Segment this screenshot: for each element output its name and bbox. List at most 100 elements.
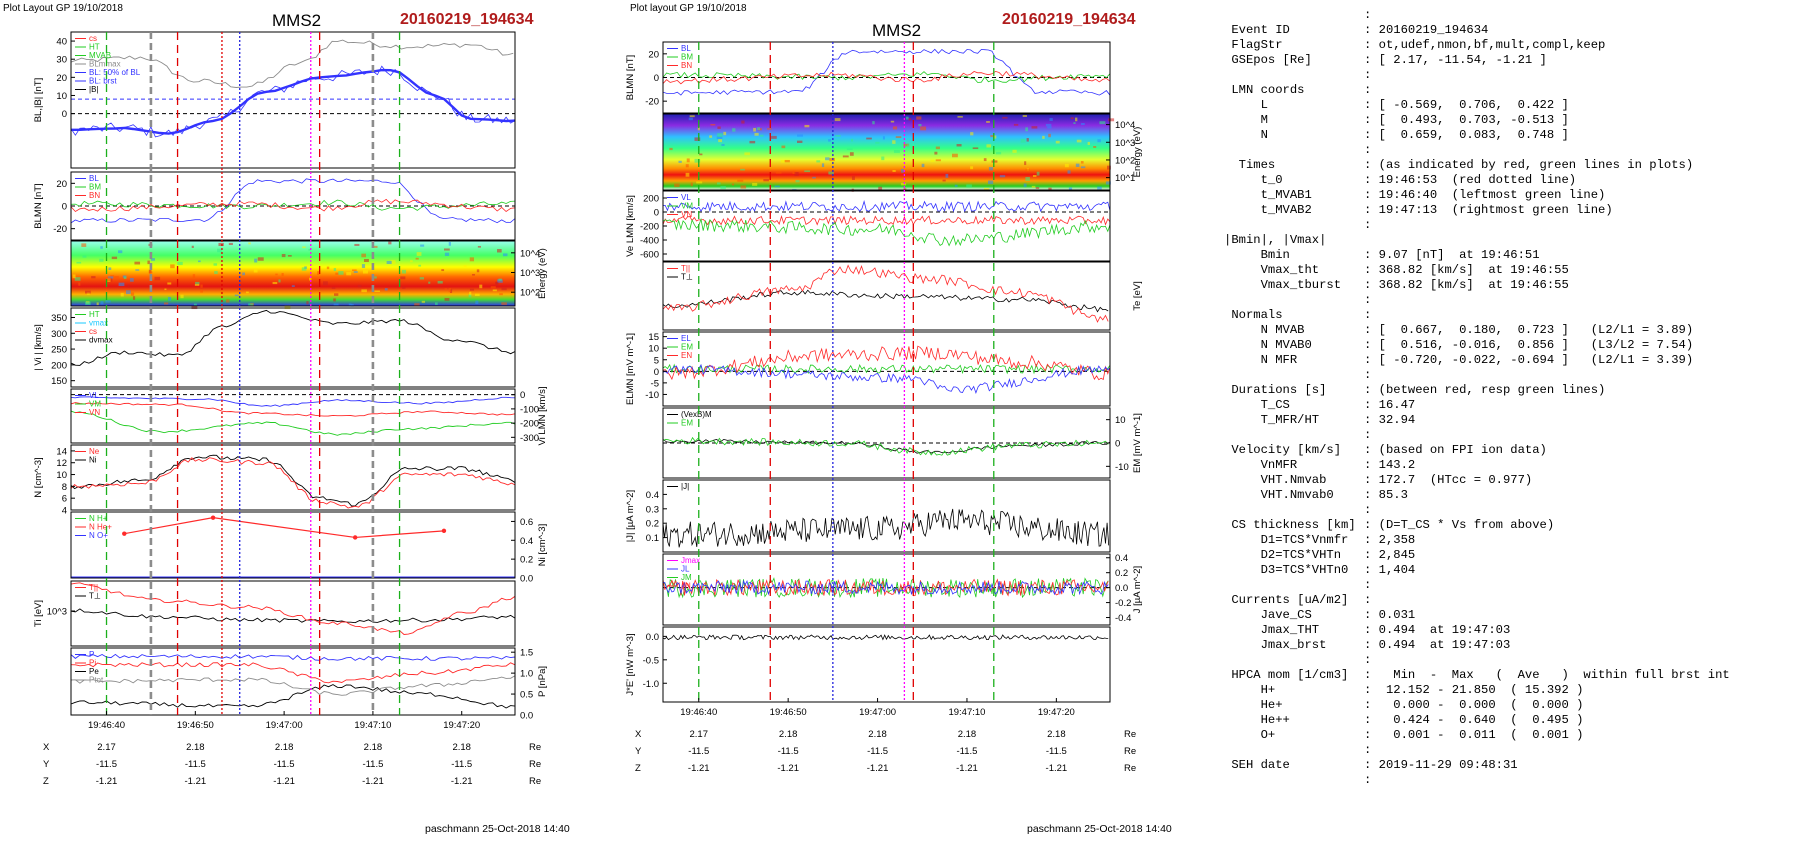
position-row-label: X: [43, 742, 50, 753]
spectrogram-speckle: [501, 287, 507, 291]
spectrogram-speckle: [472, 274, 475, 276]
y-tick-label: 12: [56, 458, 67, 469]
position-unit: Re: [529, 776, 541, 787]
summary-value: 368.82 [km/s] at 19:46:55: [1378, 278, 1569, 292]
spectrogram-speckle: [410, 260, 413, 263]
position-unit: Re: [1124, 763, 1136, 774]
summary-colon: :: [1364, 218, 1379, 232]
spectrogram-speckle: [287, 255, 292, 257]
spectrogram-speckle: [1035, 187, 1040, 189]
summary-colon: :: [1364, 458, 1379, 472]
spectrogram-speckle: [82, 255, 87, 258]
summary-value: 0.494 at 19:47:03: [1378, 638, 1511, 652]
summary-key: t_0: [1224, 173, 1283, 187]
line-en: [663, 345, 1110, 381]
spectrogram-speckle: [435, 302, 438, 305]
summary-value: 2,845: [1378, 548, 1416, 562]
spectrogram-speckle: [444, 248, 450, 251]
legend-entry: T⊥: [89, 592, 101, 601]
y-tick-label: 0.0: [646, 632, 659, 643]
spectrogram-speckle: [945, 173, 949, 178]
spectrogram-speckle: [686, 158, 690, 163]
y-tick-label: 200: [643, 194, 659, 205]
spectrogram-speckle: [390, 260, 396, 264]
spectrogram-speckle: [804, 170, 811, 173]
spectrogram-speckle: [118, 250, 123, 254]
spectrogram-speckle: [935, 146, 940, 150]
summary-colon: :: [1364, 278, 1379, 292]
spectrogram-speckle: [416, 252, 422, 256]
spectrogram-speckle: [781, 160, 785, 163]
position-value: -1.21: [956, 763, 978, 774]
spectrogram-speckle: [96, 302, 99, 306]
spectrogram-speckle: [91, 276, 96, 279]
summary-colon: :: [1364, 743, 1379, 757]
spectrogram-speckle: [685, 172, 690, 177]
spectrogram-speckle: [828, 139, 832, 142]
legend-entry: MVAB: [89, 51, 111, 60]
summary-row: VHT.Nmvab: 172.7 (HTcc = 0.977): [1224, 473, 1800, 488]
summary-key: D1=TCS*Vnmfr: [1224, 533, 1349, 547]
line-bl: [663, 48, 1110, 96]
summary-row: t_0: 19:46:53 (red dotted line): [1224, 173, 1800, 188]
spectrogram-speckle: [1064, 163, 1069, 168]
spectrogram-speckle: [123, 276, 127, 279]
spectrogram-speckle: [1026, 138, 1029, 142]
spectrogram-speckle: [954, 184, 958, 187]
spectrogram-speckle: [118, 282, 125, 287]
summary-colon: :: [1364, 473, 1379, 487]
spectrogram-speckle: [353, 271, 358, 273]
position-value: -1.21: [867, 763, 889, 774]
summary-row: HPCA mom [1/cm3]: Min - Max ( Ave ) with…: [1224, 668, 1800, 683]
position-value: 2.18: [1047, 729, 1066, 740]
spectrogram-speckle: [1087, 141, 1090, 145]
y-tick-label: 10^3: [520, 268, 540, 279]
spectrogram-speckle: [421, 300, 426, 303]
legend-entry: Ni: [89, 456, 97, 465]
summary-row: N MVAB: [ 0.667, 0.180, 0.723 ] (L2/L1 =…: [1224, 323, 1800, 338]
spectrogram-speckle: [352, 269, 357, 272]
summary-key: L: [1224, 98, 1268, 112]
y-tick-label: 1.0: [520, 669, 533, 680]
legend-entry: VL: [681, 193, 691, 202]
spectrogram-speckle: [130, 278, 134, 282]
spectrogram-speckle: [346, 272, 352, 276]
event-summary: : Event ID: 20160219_194634 FlagStr: ot,…: [1224, 8, 1800, 788]
spectrogram-speckle: [906, 144, 910, 148]
spectrogram-speckle: [132, 296, 136, 300]
position-value: -1.21: [1046, 763, 1068, 774]
spectrogram-speckle: [419, 277, 425, 280]
spectrogram-speckle: [74, 277, 81, 281]
spectrogram-speckle: [302, 246, 306, 249]
summary-colon: :: [1364, 758, 1379, 772]
right-event-label: 20160219_194634: [1002, 11, 1136, 28]
legend-entry: Ne: [89, 447, 100, 456]
y-tick-label: 40: [56, 37, 67, 48]
position-value: -11.5: [1046, 746, 1067, 757]
spectrogram-speckle: [1097, 186, 1102, 190]
summary-value: 12.152 - 21.850 ( 15.392 ): [1378, 683, 1584, 697]
summary-value: 0.424 - 0.640 ( 0.495 ): [1378, 713, 1584, 727]
spectrogram-speckle: [198, 260, 201, 263]
spectrogram-speckle: [882, 136, 885, 140]
line-jm: [663, 577, 1109, 599]
summary-key: N MVAB0: [1224, 338, 1312, 352]
plot-area: [663, 264, 1109, 323]
spectrogram-speckle: [767, 128, 772, 130]
spectrogram-speckle: [331, 286, 336, 289]
line-ni: [71, 454, 515, 507]
summary-value: 19:46:40 (leftmost green line): [1378, 188, 1606, 202]
y-tick-label: -200: [520, 419, 539, 430]
spectrogram-speckle: [191, 305, 198, 310]
legend-entry: BN: [681, 61, 692, 70]
spectrogram-speckle: [1025, 176, 1030, 181]
summary-key: VHT.Nmvab0: [1224, 488, 1334, 502]
summary-value: [ -0.569, 0.706, 0.422 ]: [1378, 98, 1569, 112]
spectrogram-speckle: [338, 271, 344, 275]
spectrogram-speckle: [688, 117, 693, 121]
spectrogram-speckle: [731, 183, 735, 186]
spectrogram-speckle: [234, 294, 239, 297]
spectrogram-speckle: [1073, 122, 1076, 124]
legend-entry: BL: 50% of BL: [89, 68, 141, 77]
y-axis-label: Energy (eV): [1132, 127, 1143, 178]
